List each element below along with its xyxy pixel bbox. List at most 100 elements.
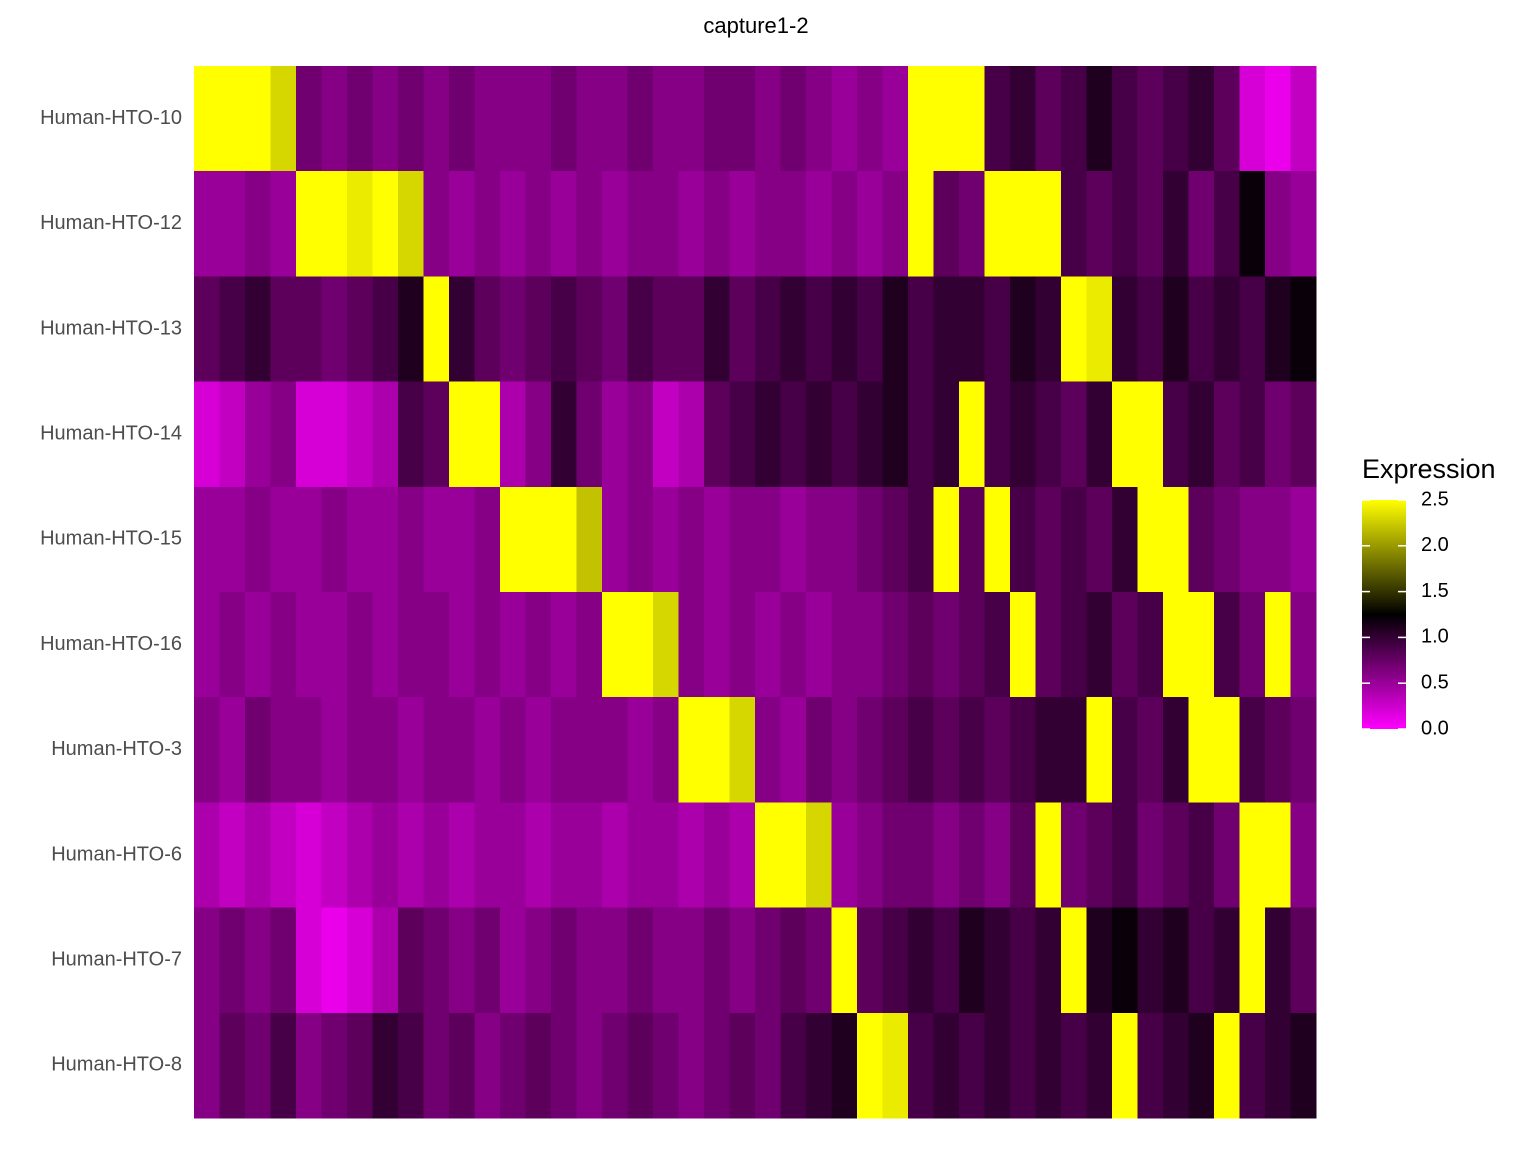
heat-cell [500,697,527,803]
heat-cell [525,171,552,277]
heat-cell [729,381,756,488]
heat-cell [627,907,654,1014]
heat-cell [500,486,527,593]
heat-cell [755,907,782,1014]
heat-cell [474,697,501,803]
heat-cell [296,802,323,909]
heat-cell [1163,276,1190,383]
heat-cell [780,486,807,593]
heat-cell [653,66,680,172]
heat-cell [194,66,221,172]
heat-cell [245,907,272,1014]
heat-cell [525,697,552,803]
heat-cell [245,276,272,383]
heat-cell [449,486,476,593]
heat-cell [372,907,399,1014]
heat-cell [678,1012,705,1119]
heat-cell [704,592,731,698]
heat-cell [704,276,731,383]
heat-cell [933,66,960,172]
heat-cell [678,592,705,698]
heat-cell [908,66,935,172]
heat-cell [296,1012,323,1119]
heat-cell [1137,381,1164,488]
heat-cell [576,802,603,909]
heat-cell [449,66,476,172]
heat-cell [1265,1012,1292,1119]
heat-cell [806,907,833,1014]
heat-cell [704,802,731,909]
heat-cell [296,276,323,383]
heat-cell [1214,486,1241,593]
heat-cell [219,486,246,593]
heat-cell [857,592,884,698]
heat-cell [627,381,654,488]
heat-cell [882,592,909,698]
heat-cell [1239,66,1266,172]
heat-cell [1214,907,1241,1014]
heat-cell [347,697,374,803]
heat-cell [1265,381,1292,488]
heat-cell [1265,486,1292,593]
heat-cell [1112,697,1139,803]
heat-cell [1061,171,1088,277]
heat-cell [1163,486,1190,593]
heat-cell [372,66,399,172]
heat-cell [270,66,297,172]
heat-cell [296,381,323,488]
heat-cell [1163,592,1190,698]
heat-cell [1010,1012,1037,1119]
heat-cell [704,697,731,803]
heat-cell [1188,381,1215,488]
heat-cell [321,66,348,172]
heat-cell [933,592,960,698]
row-label: Human-HTO-10 [40,107,182,129]
heat-cell [1163,66,1190,172]
heat-cell [780,697,807,803]
heat-cell [627,802,654,909]
heat-cell [500,592,527,698]
heat-cell [1086,697,1113,803]
heat-cell [245,171,272,277]
heat-cell [270,907,297,1014]
heat-cell [1265,802,1292,909]
heat-cell [806,486,833,593]
heat-cell [627,66,654,172]
legend-tick-label: 1.5 [1421,580,1449,602]
heat-cell [602,171,629,277]
heat-cell [653,592,680,698]
heat-cell [984,697,1011,803]
heat-cell [984,592,1011,698]
heat-cell [627,697,654,803]
heat-cell [576,697,603,803]
heat-cell [449,276,476,383]
heat-cell [831,802,858,909]
heat-cell [755,1012,782,1119]
heat-cell [372,171,399,277]
heat-cell [1010,697,1037,803]
heat-cell [984,1012,1011,1119]
heat-cell [959,171,986,277]
heat-cell [219,171,246,277]
heat-cell [270,381,297,488]
heat-cell [500,381,527,488]
heat-cell [321,486,348,593]
heat-cell [780,592,807,698]
heat-cell [1163,907,1190,1014]
heat-cell [1239,907,1266,1014]
heat-cell [1010,276,1037,383]
heat-cell [398,486,425,593]
heat-cell [449,171,476,277]
heat-cell [296,907,323,1014]
heat-cell [908,276,935,383]
heat-cell [1290,697,1317,803]
heat-cell [1137,276,1164,383]
heat-cell [984,276,1011,383]
heat-cell [1061,381,1088,488]
heat-cell [933,171,960,277]
heat-cell [704,907,731,1014]
heat-cell [908,802,935,909]
heat-cell [525,381,552,488]
heat-cell [1239,276,1266,383]
heat-cell [321,381,348,488]
